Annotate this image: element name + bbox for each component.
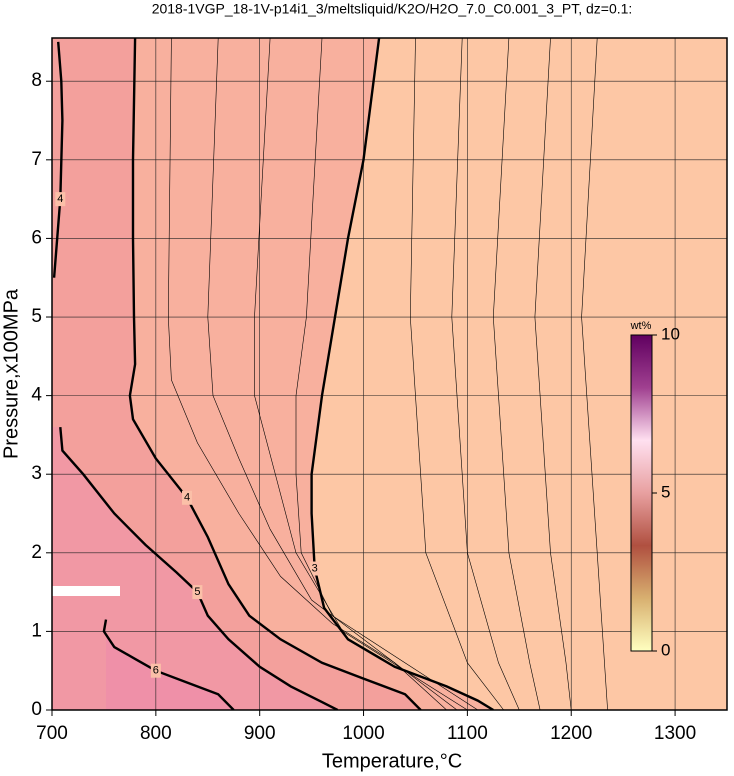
contour-line — [581, 38, 608, 710]
plot-frame — [51, 37, 728, 711]
contour-line — [102, 619, 235, 710]
colorbar-tick-label: 0 — [661, 640, 670, 659]
blank-strip — [52, 586, 120, 596]
colorbar — [630, 334, 653, 652]
contour-line — [451, 38, 520, 710]
y-tick-label: 4 — [31, 385, 42, 406]
contour-line — [310, 38, 494, 710]
contour-line — [492, 38, 541, 710]
colorbar-tick-label: 5 — [661, 482, 670, 501]
contour-fill — [103, 619, 234, 710]
y-tick-label: 2 — [31, 542, 42, 563]
x-tick-label: 1000 — [342, 723, 384, 744]
contour-label-bg — [182, 490, 192, 505]
contour-line — [167, 38, 447, 710]
y-tick-label: 1 — [31, 620, 42, 641]
x-tick-label: 1100 — [447, 723, 488, 744]
contour-label-bg — [55, 192, 66, 207]
contour-line — [254, 38, 468, 710]
contour-line — [52, 41, 64, 278]
contour-label-bg — [150, 663, 161, 678]
contour-label: 3 — [312, 562, 318, 574]
colorbar-label: wt% — [630, 320, 652, 332]
x-tick-label: 1300 — [654, 723, 696, 744]
contour-line — [409, 38, 504, 710]
contour-line — [207, 38, 458, 710]
contour-line — [295, 38, 478, 710]
contour-label-bg — [192, 585, 203, 600]
x-tick-label: 700 — [36, 723, 68, 744]
y-tick-label: 6 — [31, 227, 42, 248]
contour-label-bg — [309, 561, 320, 576]
contour-lines: 3 4 4 5 6 — [52, 38, 608, 710]
chart-title: 2018-1VGP_18-1V-p14i1_3/meltsliquid/K2O/… — [152, 1, 633, 17]
x-tick-label: 800 — [140, 723, 172, 744]
contour-fill — [52, 427, 338, 710]
contour-line — [534, 38, 572, 710]
y-tick-label: 5 — [31, 306, 42, 327]
x-tick-label: 1200 — [550, 723, 592, 744]
y-axis-label: Pressure,x100MPa — [0, 288, 22, 459]
colorbar-tick-label: 10 — [661, 324, 680, 343]
contour-label: 4 — [57, 193, 63, 205]
y-tick-label: 7 — [31, 149, 42, 170]
y-tick-label: 3 — [31, 463, 42, 484]
x-axis-label: Temperature,°C — [322, 750, 462, 772]
contour-label: 6 — [153, 665, 159, 677]
contour-label: 5 — [194, 586, 200, 598]
y-tick-label: 8 — [31, 70, 42, 91]
contour-label: 4 — [184, 492, 190, 504]
x-tick-label: 900 — [244, 723, 276, 744]
y-tick-label: 0 — [31, 699, 42, 720]
